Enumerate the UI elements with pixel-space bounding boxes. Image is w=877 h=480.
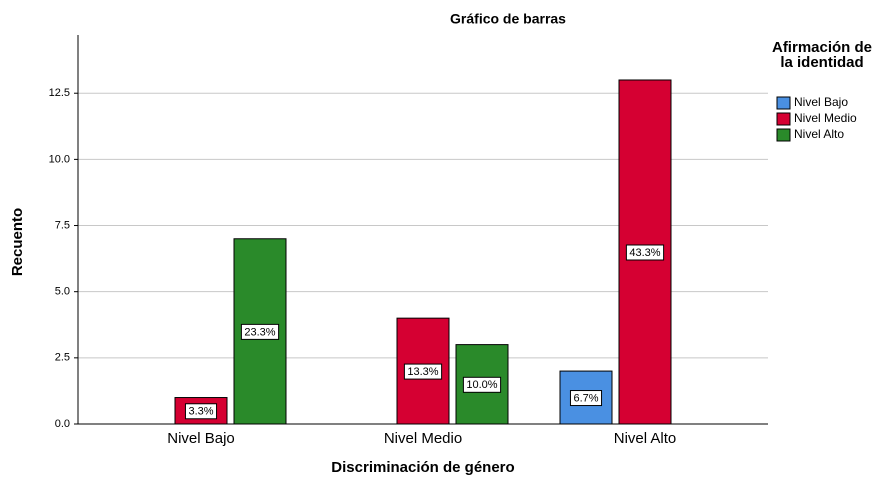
legend-label: Nivel Bajo [794,95,848,109]
y-tick-label: 5.0 [55,286,70,298]
y-tick-label: 7.5 [55,219,70,231]
legend-swatch [776,128,791,142]
legend-swatch [776,112,791,126]
data-label-box [625,244,665,261]
data-label: 10.0% [466,379,497,391]
data-label: 23.3% [244,326,275,338]
y-tick-label: 10.0 [49,153,70,165]
y-tick-label: 2.5 [55,352,70,364]
data-label-box [184,403,218,420]
data-label-box [403,363,443,380]
x-tick-label: Nivel Medio [384,430,462,447]
data-label: 43.3% [629,247,660,259]
legend-label: Nivel Alto [794,127,844,141]
y-axis-label: Recuento [9,208,26,276]
legend-title: Afirmación de la identidad [771,39,873,71]
data-label: 3.3% [188,406,213,418]
data-label: 13.3% [407,366,438,378]
x-tick-label: Nivel Bajo [167,430,235,447]
x-axis-label: Discriminación de género [331,459,514,476]
y-tick-label: 0.0 [55,418,70,430]
data-label-box [569,390,603,407]
data-label-box [462,376,502,393]
y-tick-label: 12.5 [49,87,70,99]
legend-label: Nivel Medio [794,111,857,125]
x-tick-label: Nivel Alto [614,430,677,447]
legend-swatch [776,96,791,110]
data-label-box [240,323,280,340]
data-label: 6.7% [573,392,598,404]
chart-title: Gráfico de barras [450,11,566,27]
